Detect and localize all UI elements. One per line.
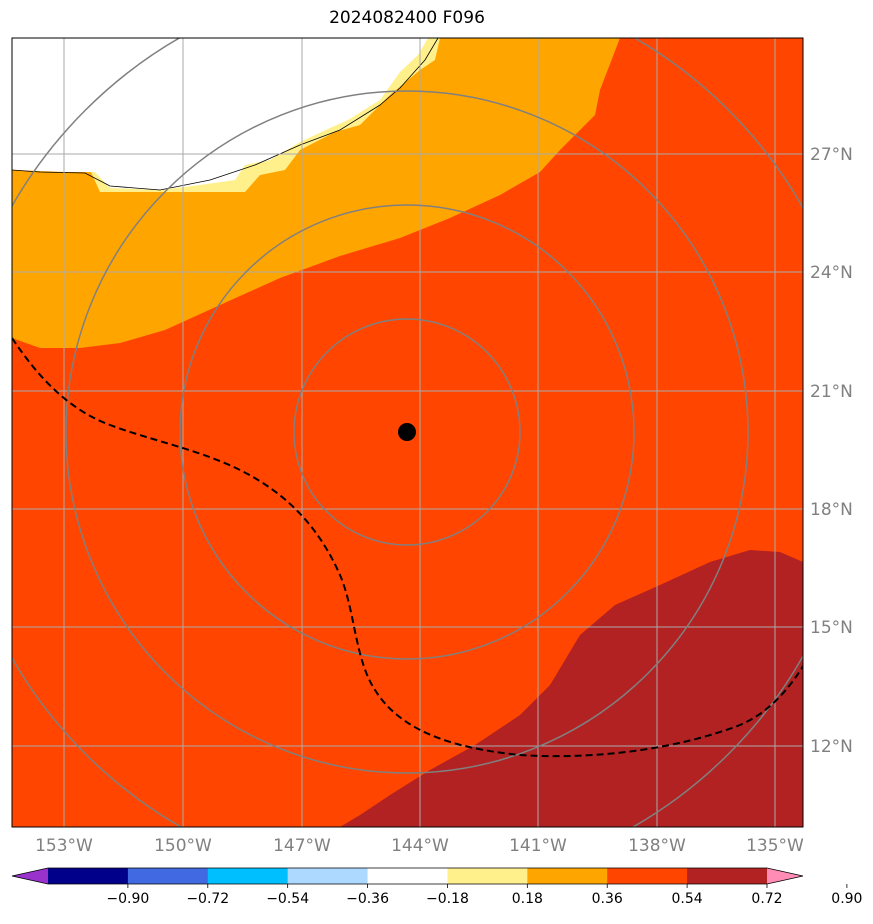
- colorbar-tick-label: −0.18: [426, 891, 469, 907]
- lon-label: 147°W: [273, 836, 331, 856]
- colorbar-tick-label: −0.72: [186, 891, 229, 907]
- colorbar-tick-label: −0.90: [106, 891, 149, 907]
- storm-center-marker: [398, 423, 416, 441]
- lat-label: 24°N: [810, 263, 853, 283]
- lon-label: 138°W: [628, 836, 686, 856]
- colorbar-extension-high: [767, 868, 803, 884]
- coastline: [12, 38, 439, 191]
- colorbar-tick-label: 0.72: [751, 891, 782, 907]
- lat-label: 27°N: [810, 145, 853, 165]
- longitude-labels: 153°W 150°W 147°W 144°W 141°W 138°W 135°…: [35, 836, 804, 856]
- map-title: 2024082400 F096: [329, 8, 485, 28]
- graticule: [12, 38, 803, 827]
- colorbar-segment: [527, 868, 608, 884]
- colorbar-segment: [607, 868, 688, 884]
- lat-label: 12°N: [810, 737, 853, 757]
- colorbar-segment: [48, 868, 129, 884]
- field-072-090: [340, 550, 803, 827]
- colorbar-segment: [687, 868, 768, 884]
- latitude-labels: 27°N 24°N 21°N 18°N 15°N 12°N: [810, 145, 853, 757]
- colorbar-extension-low: [12, 868, 48, 884]
- colorbar-outline: [11, 867, 804, 885]
- lon-label: 150°W: [154, 836, 212, 856]
- lat-label: 15°N: [810, 618, 853, 638]
- colorbar-tick-label: −0.54: [266, 891, 309, 907]
- colorbar-tick-label: 0.36: [592, 891, 623, 907]
- lat-label: 18°N: [810, 500, 853, 520]
- colorbar-tick-label: 0.18: [512, 891, 543, 907]
- colorbar-segment: [367, 868, 448, 884]
- colorbar-segment: [447, 868, 528, 884]
- lat-label: 21°N: [810, 382, 853, 402]
- map-frame: [11, 37, 804, 828]
- lon-label: 141°W: [509, 836, 567, 856]
- colorbar-segment: [207, 868, 289, 884]
- colorbar-tick-label: 0.90: [831, 891, 862, 907]
- field-white: [12, 38, 428, 190]
- dashed-contour: [12, 337, 803, 758]
- colorbar-segment: [287, 868, 369, 884]
- lon-label: 153°W: [35, 836, 93, 856]
- lon-label: 135°W: [746, 836, 804, 856]
- colorbar-tick-label: −0.36: [346, 891, 389, 907]
- colorbar-segment: [127, 868, 209, 884]
- colorbar: −0.90 −0.72 −0.54 −0.36 −0.18 0.18 0.36 0.54 0.7…: [11, 867, 862, 907]
- lon-label: 144°W: [391, 836, 449, 856]
- range-rings: [12, 38, 803, 827]
- colorbar-tick-label: 0.54: [672, 891, 703, 907]
